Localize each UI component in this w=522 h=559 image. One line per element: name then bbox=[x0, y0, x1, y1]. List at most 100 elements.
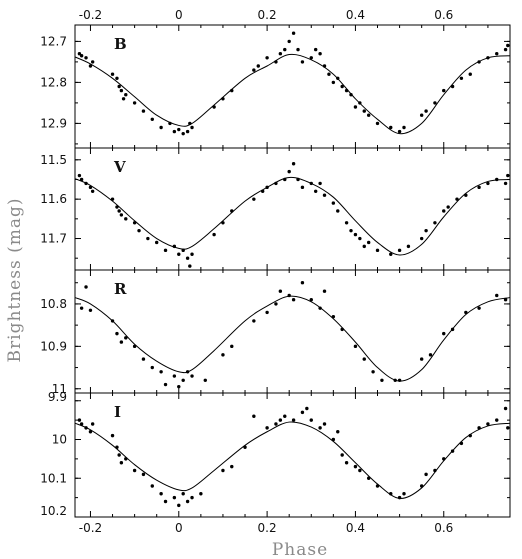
x-axis-title: Phase bbox=[272, 540, 328, 559]
data-point bbox=[331, 80, 336, 85]
data-point bbox=[274, 60, 278, 64]
data-point bbox=[190, 252, 194, 256]
data-point bbox=[84, 181, 88, 186]
data-point bbox=[172, 244, 177, 249]
data-point bbox=[274, 181, 278, 186]
x-tick-label-bottom: 0 bbox=[175, 521, 183, 535]
data-point bbox=[287, 169, 291, 174]
data-point bbox=[230, 209, 234, 213]
data-point bbox=[150, 484, 154, 488]
x-tick-label-top: 0 bbox=[175, 8, 183, 22]
data-point bbox=[419, 236, 424, 241]
data-point bbox=[124, 93, 128, 97]
data-point bbox=[446, 205, 450, 209]
data-point bbox=[115, 76, 119, 81]
data-point bbox=[172, 495, 177, 500]
y-tick-label: 11.7 bbox=[40, 232, 67, 246]
data-point bbox=[252, 414, 256, 418]
data-point bbox=[495, 418, 499, 422]
data-point bbox=[495, 177, 499, 182]
data-point bbox=[424, 228, 428, 233]
data-point bbox=[495, 293, 499, 298]
y-tick-label: 9.9 bbox=[48, 390, 67, 404]
data-point bbox=[313, 47, 318, 52]
data-point bbox=[141, 472, 146, 477]
data-point bbox=[495, 52, 499, 56]
x-tick-label-top: 0.2 bbox=[258, 8, 277, 22]
data-point bbox=[243, 445, 247, 449]
data-point bbox=[155, 240, 159, 245]
y-tick-label: 10.2 bbox=[40, 504, 67, 518]
data-point bbox=[296, 177, 300, 182]
data-point bbox=[353, 105, 358, 109]
data-point bbox=[318, 52, 322, 56]
data-point bbox=[177, 252, 181, 256]
data-point bbox=[230, 344, 234, 349]
data-point bbox=[84, 426, 88, 430]
data-point bbox=[117, 84, 121, 89]
data-point bbox=[309, 297, 313, 302]
data-point bbox=[181, 378, 185, 382]
data-point bbox=[506, 426, 510, 430]
x-tick-label-bottom: 0.2 bbox=[258, 521, 277, 535]
data-point bbox=[252, 68, 256, 72]
data-point bbox=[442, 457, 446, 461]
data-point bbox=[172, 374, 177, 378]
data-point bbox=[464, 310, 468, 315]
x-tick-label-top: -0.2 bbox=[79, 8, 102, 22]
data-point bbox=[380, 378, 384, 382]
data-point bbox=[79, 422, 84, 426]
panel-frame bbox=[74, 24, 511, 149]
data-point bbox=[300, 281, 305, 285]
data-point bbox=[397, 129, 402, 134]
data-point bbox=[90, 60, 95, 64]
panel-frame bbox=[74, 269, 511, 394]
data-point bbox=[278, 52, 283, 56]
data-point bbox=[185, 370, 190, 374]
data-point bbox=[283, 177, 287, 182]
data-point bbox=[433, 468, 437, 473]
data-point bbox=[185, 499, 190, 504]
data-point bbox=[300, 185, 305, 190]
data-point bbox=[468, 433, 472, 438]
data-point bbox=[115, 205, 119, 209]
data-point bbox=[477, 60, 481, 64]
data-point bbox=[300, 410, 305, 415]
data-point bbox=[190, 495, 194, 500]
data-point bbox=[366, 476, 371, 480]
data-point bbox=[141, 357, 146, 361]
data-point bbox=[296, 47, 300, 52]
data-point bbox=[185, 129, 190, 134]
data-point bbox=[159, 370, 163, 374]
data-point bbox=[181, 248, 185, 253]
data-point bbox=[318, 306, 322, 310]
y-tick-label: 11.6 bbox=[40, 192, 67, 206]
data-point bbox=[300, 60, 305, 64]
data-point bbox=[163, 248, 168, 253]
data-point bbox=[331, 314, 336, 319]
data-point bbox=[358, 236, 362, 241]
data-point bbox=[353, 232, 358, 237]
data-point bbox=[322, 64, 327, 68]
data-point bbox=[442, 88, 446, 93]
data-point bbox=[322, 193, 327, 197]
y-axis-title: Brightness (mag) bbox=[5, 198, 25, 363]
data-point bbox=[137, 228, 141, 233]
band-label: V bbox=[113, 158, 126, 176]
data-point bbox=[252, 197, 256, 201]
data-point bbox=[340, 84, 344, 89]
data-point bbox=[141, 109, 146, 113]
data-point bbox=[221, 468, 225, 473]
data-point bbox=[442, 209, 446, 213]
data-point bbox=[177, 127, 181, 132]
data-point bbox=[274, 302, 278, 306]
data-point bbox=[375, 121, 380, 126]
data-point bbox=[336, 209, 340, 213]
data-point bbox=[291, 418, 296, 422]
data-point bbox=[344, 461, 349, 465]
data-point bbox=[119, 88, 124, 93]
x-tick-label-top: 0.4 bbox=[346, 8, 365, 22]
panel-V: 11.5 11.6 11.7 V bbox=[40, 147, 511, 271]
data-point bbox=[366, 113, 371, 117]
data-point bbox=[291, 162, 296, 166]
